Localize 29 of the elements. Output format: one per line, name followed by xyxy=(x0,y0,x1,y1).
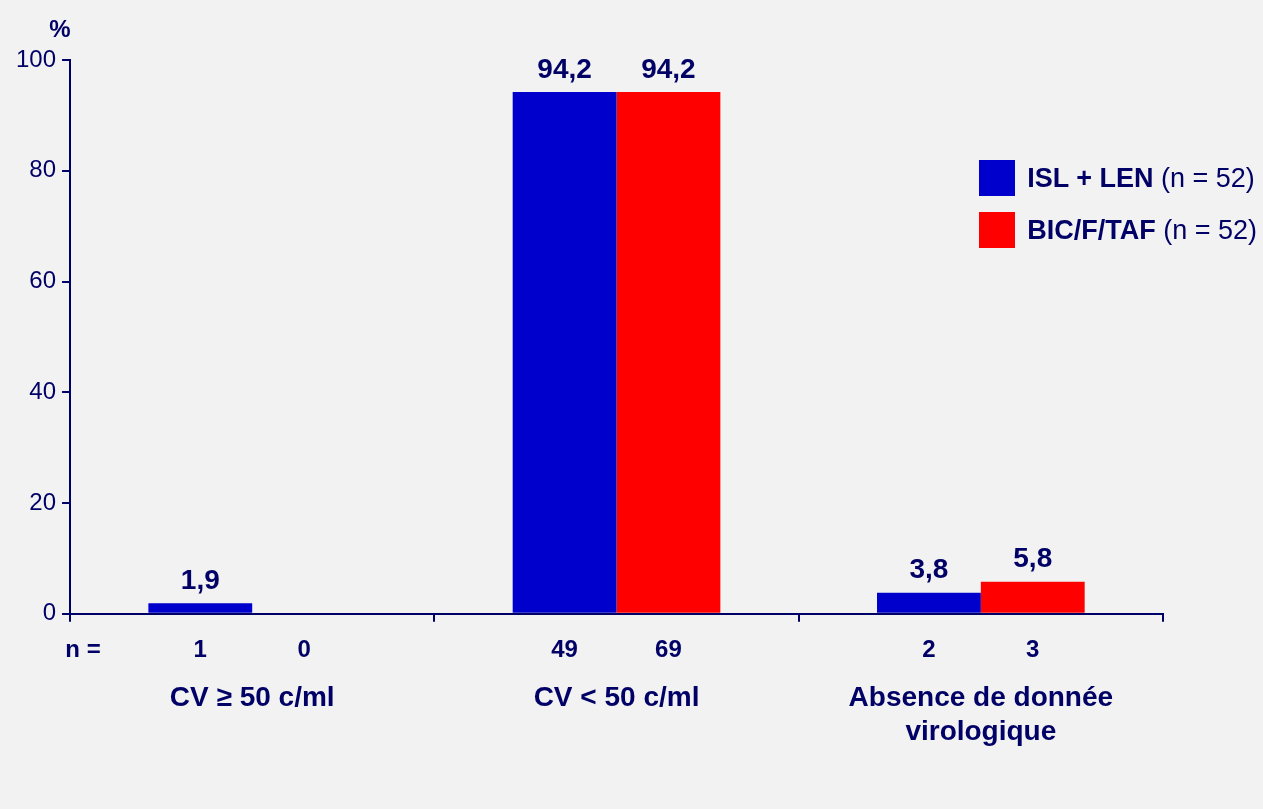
text: 0 xyxy=(297,635,311,663)
x-tick-label: CV ≥ 50 c/ml xyxy=(169,681,335,713)
y-tick-label: 0 xyxy=(42,598,57,626)
text: 3 xyxy=(1026,635,1040,663)
y-tick-label: 60 xyxy=(29,266,57,294)
data-label: 1,9 xyxy=(180,564,220,595)
text: 49 xyxy=(551,635,578,663)
text: 1 xyxy=(193,635,207,663)
y-axis-title: % xyxy=(49,14,71,42)
legend-label: ISL + LEN (n = 52) xyxy=(1027,162,1255,194)
x-tick-label: CV < 50 c/ml xyxy=(533,681,700,713)
data-label: 3,8 xyxy=(909,553,949,585)
bar xyxy=(616,92,721,613)
y-tick-label: 100 xyxy=(16,44,57,72)
bar xyxy=(877,592,981,613)
x-tick-label: Absence de donnée virologique xyxy=(848,681,1114,746)
y-tick-label: 80 xyxy=(29,155,57,183)
text: n = xyxy=(65,635,101,663)
data-label: 94,2 xyxy=(641,52,696,84)
bar xyxy=(512,92,617,613)
legend-label: BIC/F/TAF (n = 52) xyxy=(1027,214,1257,246)
y-tick-label: 20 xyxy=(29,487,57,515)
text: 69 xyxy=(655,635,682,663)
data-label: 5,8 xyxy=(1013,542,1053,574)
data-label: 94,2 xyxy=(537,52,592,84)
bar xyxy=(980,581,1085,613)
bar xyxy=(148,603,253,613)
y-tick-label: 40 xyxy=(29,376,57,404)
text: 2 xyxy=(922,635,936,663)
